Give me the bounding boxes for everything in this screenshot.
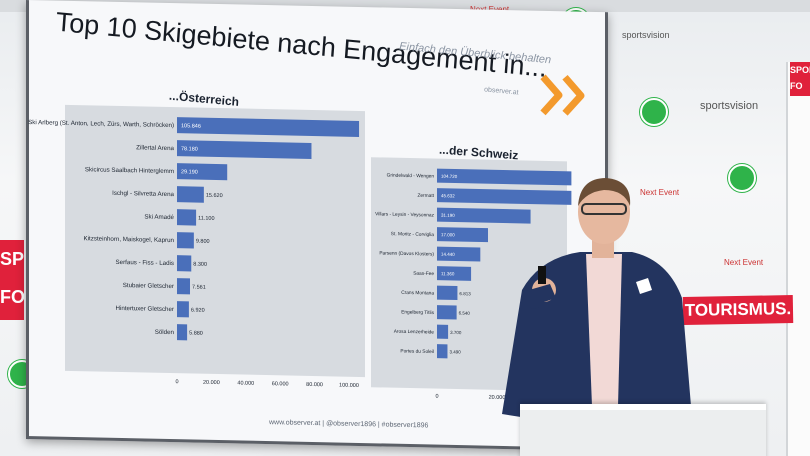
left-banner-line: FO	[0, 287, 25, 307]
x-tick-label: 0	[435, 394, 438, 400]
speaker-arm	[522, 284, 556, 310]
bar	[177, 117, 360, 137]
bar	[437, 324, 449, 339]
category-label: Engelberg Titlis	[401, 309, 434, 316]
projection-screen: Top 10 Skigebiete nach Engagement in... …	[26, 0, 608, 452]
data-label: 14.440	[441, 252, 455, 257]
green-logo-icon	[640, 98, 668, 126]
bar	[177, 301, 189, 318]
x-tick-label: 20.000	[489, 395, 506, 401]
bar	[177, 255, 192, 272]
x-tick-label: 20.000	[203, 380, 220, 386]
chart-plot-panel	[65, 104, 365, 378]
bar	[437, 207, 531, 224]
data-label: 5.880	[189, 330, 203, 336]
category-label: Serfaus - Fiss - Ladis	[116, 259, 174, 267]
bar	[437, 305, 457, 320]
category-label: Crans Montana	[401, 290, 434, 297]
bar	[177, 232, 194, 249]
x-tick-label: 40.000	[237, 380, 254, 386]
sponsor-logo: sportsvision	[700, 100, 759, 112]
bar	[437, 266, 472, 281]
right-banner-line: SPORTS	[790, 65, 810, 75]
lectern	[520, 404, 766, 456]
category-label: St. Moritz - Corviglia	[391, 231, 435, 238]
data-label: 105.846	[181, 123, 201, 129]
bar	[177, 324, 188, 341]
speaker-shirt	[586, 254, 622, 406]
data-label: 29.190	[181, 169, 198, 175]
category-label: Ski Amadé	[144, 213, 174, 221]
data-label: 31.190	[441, 213, 455, 218]
category-label: Zillertal Arena	[136, 144, 174, 152]
category-label: Hintertuxer Gletscher	[116, 305, 174, 313]
bar	[437, 168, 572, 186]
bar-chart-austria: Ski Arlberg (St. Anton, Lech, Zürs, Wart…	[28, 104, 365, 389]
bar	[437, 285, 458, 301]
data-label: 11.100	[198, 216, 214, 222]
data-label: 11.360	[441, 271, 455, 276]
category-label: Saas-Fee	[413, 271, 434, 277]
bar	[177, 163, 228, 181]
green-logo-icon	[728, 164, 756, 192]
left-banner: SP FO	[0, 240, 25, 320]
sponsor-logo: Next Event	[640, 188, 680, 197]
bar	[177, 186, 204, 203]
right-banner-line: FO	[790, 81, 803, 91]
data-label: 6.920	[191, 307, 205, 313]
data-label: 15.620	[206, 193, 223, 199]
pocket-square	[636, 278, 652, 294]
data-label: 6.813	[459, 291, 471, 296]
category-label: Sölden	[155, 329, 175, 336]
speaker-head	[578, 180, 630, 244]
charts-canvas: Ski Arlberg (St. Anton, Lech, Zürs, Wart…	[28, 104, 572, 402]
glasses-icon	[581, 203, 627, 215]
bar	[437, 227, 488, 243]
left-banner-line: SP	[0, 249, 25, 269]
double-chevron-right-icon	[540, 74, 585, 116]
speaker-hair	[578, 178, 631, 206]
category-label: Parsenn (Davos Klosters)	[379, 250, 434, 257]
category-label: Skicircus Saalbach Hinterglemm	[85, 166, 174, 175]
right-banner-stand: SPORTS FO	[786, 62, 810, 456]
bar	[177, 278, 191, 295]
x-tick-label: 60.000	[272, 381, 289, 387]
sponsor-logo: Next Event	[724, 258, 764, 267]
sponsor-logo: sportsvision	[622, 30, 670, 40]
bar	[177, 209, 197, 226]
bar	[437, 344, 448, 359]
bar	[437, 188, 572, 205]
bar	[437, 246, 481, 262]
category-label: Villars - Leysin - Veysonnaz	[375, 211, 434, 218]
x-tick-label: 0	[175, 379, 178, 385]
bar	[177, 140, 312, 159]
data-label: 45.632	[441, 193, 455, 198]
right-banner: SPORTS FO	[790, 62, 810, 96]
presenter-clicker	[538, 266, 546, 284]
category-label: Portes du Soleil	[400, 348, 434, 355]
category-label: Grindelwald - Wengen	[387, 173, 435, 180]
data-label: 104.720	[441, 174, 458, 179]
x-tick-label: 100.000	[339, 383, 359, 389]
category-label: Zermatt	[417, 193, 434, 199]
data-label: 3.490	[449, 349, 461, 354]
category-label: Arosa Lenzerheide	[394, 329, 435, 336]
x-tick-label: 80.000	[306, 382, 323, 388]
data-label: 6.540	[459, 311, 471, 316]
data-label: 8.300	[193, 262, 207, 268]
data-label: 3.700	[450, 330, 462, 335]
data-label: 9.800	[196, 239, 210, 245]
category-label: Stubaier Gletscher	[123, 282, 174, 290]
data-label: 78.180	[181, 146, 198, 152]
category-label: Ski Arlberg (St. Anton, Lech, Zürs, Wart…	[28, 119, 174, 129]
category-label: Kitzsteinhorn, Maiskogel, Kaprun	[84, 235, 175, 244]
category-label: Ischgl - Silvretta Arena	[112, 190, 174, 198]
data-label: 7.561	[192, 284, 206, 290]
data-label: 17.000	[441, 232, 455, 237]
